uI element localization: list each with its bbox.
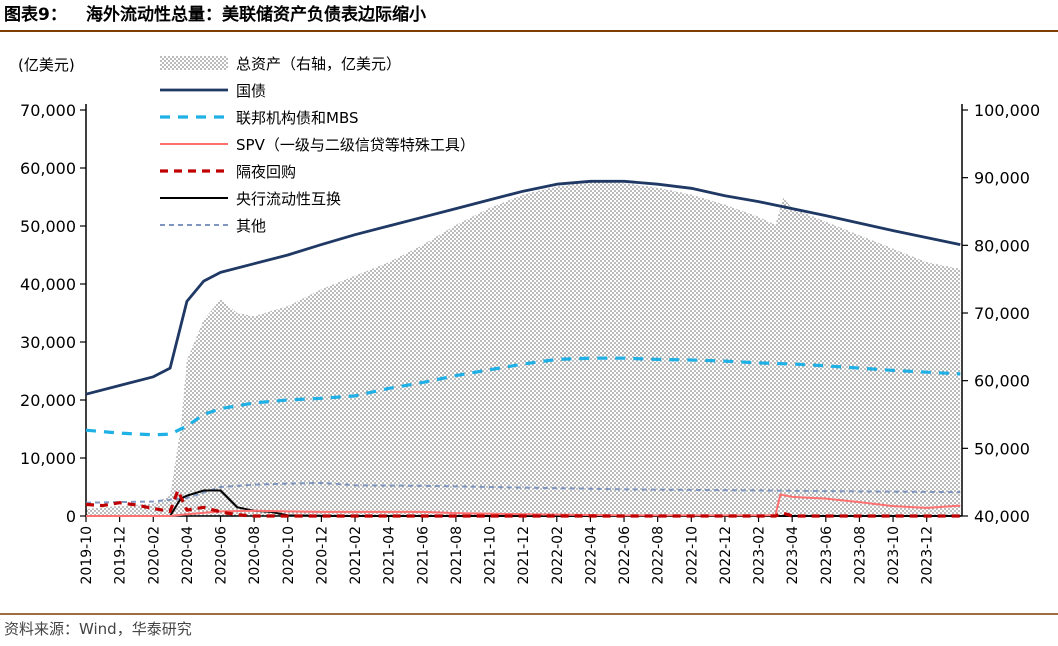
x-axis-tick-label: 2022-04 xyxy=(583,526,599,585)
source-note: 资料来源：Wind，华泰研究 xyxy=(4,620,192,638)
legend-label-other: 其他 xyxy=(236,217,266,235)
x-axis-tick-label: 2019-10 xyxy=(79,526,95,585)
left-axis-tick-label: 10,000 xyxy=(20,449,76,468)
x-axis-tick-label: 2022-12 xyxy=(718,526,734,585)
left-axis-tick-label: 30,000 xyxy=(20,333,76,352)
series-line-agency-mbs xyxy=(85,356,961,437)
x-axis-tick-label: 2022-06 xyxy=(617,526,633,585)
figure-title: 海外流动性总量：美联储资产负债表边际缩小 xyxy=(86,4,426,25)
x-axis-tick-label: 2023-06 xyxy=(819,526,835,585)
right-axis-tick-label: 50,000 xyxy=(974,439,1030,458)
series-line-repo xyxy=(85,488,961,518)
x-axis-tick-label: 2020-06 xyxy=(214,526,230,585)
series-line-other xyxy=(85,481,961,504)
right-axis-tick-label: 100,000 xyxy=(974,101,1040,120)
x-axis-tick-label: 2020-12 xyxy=(314,526,330,585)
x-axis-tick-label: 2021-10 xyxy=(483,526,499,585)
right-axis-tick-label: 90,000 xyxy=(974,169,1030,188)
left-axis-tick-label: 60,000 xyxy=(20,159,76,178)
left-axis-tick-label: 70,000 xyxy=(20,101,76,120)
x-axis-tick-label: 2020-04 xyxy=(180,526,196,585)
legend-label-agency-mbs: 联邦机构债和MBS xyxy=(236,109,359,127)
x-axis-tick-label: 2023-02 xyxy=(752,526,768,585)
legend-swatch-area xyxy=(160,56,228,70)
x-axis-tick-label: 2020-08 xyxy=(247,526,263,585)
x-axis-tick-label: 2021-12 xyxy=(516,526,532,585)
series-layer xyxy=(85,179,961,518)
axes-layer: 0 10,000 20,000 30,000 40,000 50,000 60,000 70,… xyxy=(20,101,1040,585)
left-axis-tick-label: 40,000 xyxy=(20,275,76,294)
right-axis-tick-label: 60,000 xyxy=(974,372,1030,391)
legend-label-area: 总资产（右轴，亿美元） xyxy=(236,55,401,73)
left-axis-tick-label: 0 xyxy=(66,507,76,526)
x-axis-tick-label: 2022-08 xyxy=(651,526,667,585)
x-axis-tick-label: 2022-10 xyxy=(684,526,700,585)
series-area-total-assets xyxy=(86,182,961,516)
series-line-treasury xyxy=(85,179,961,396)
x-axis-tick-label: 2020-02 xyxy=(146,526,162,585)
x-axis-tick-label: 2023-08 xyxy=(852,526,868,585)
legend-label-swap: 央行流动性互换 xyxy=(236,190,341,208)
legend-label-treasury: 国债 xyxy=(236,82,266,100)
x-axis-tick-label: 2021-08 xyxy=(449,526,465,585)
right-axis-tick-label: 40,000 xyxy=(974,507,1030,526)
x-axis-tick-label: 2023-12 xyxy=(920,526,936,585)
x-axis-tick-label: 2021-04 xyxy=(382,526,398,585)
x-axis-tick-label: 2023-10 xyxy=(886,526,902,585)
right-axis-tick-label: 70,000 xyxy=(974,304,1030,323)
x-axis-tick-label: 2022-02 xyxy=(550,526,566,585)
x-axis-tick-label: 2020-10 xyxy=(281,526,297,585)
x-axis-tick-label: 2021-02 xyxy=(348,526,364,585)
figure-label: 图表9： xyxy=(4,4,67,25)
x-axis-tick-label: 2021-06 xyxy=(415,526,431,585)
left-axis-unit-label: (亿美元) xyxy=(18,56,75,74)
legend-label-repo: 隔夜回购 xyxy=(236,163,296,181)
right-axis-tick-label: 80,000 xyxy=(974,236,1030,255)
x-axis-tick-label: 2023-04 xyxy=(785,526,801,585)
left-axis-tick-label: 20,000 xyxy=(20,391,76,410)
legend-label-spv: SPV（一级与二级信贷等特殊工具） xyxy=(236,136,475,154)
left-axis-tick-label: 50,000 xyxy=(20,217,76,236)
x-axis-tick-label: 2019-12 xyxy=(113,526,129,585)
total-assets-area-layer xyxy=(86,182,961,516)
